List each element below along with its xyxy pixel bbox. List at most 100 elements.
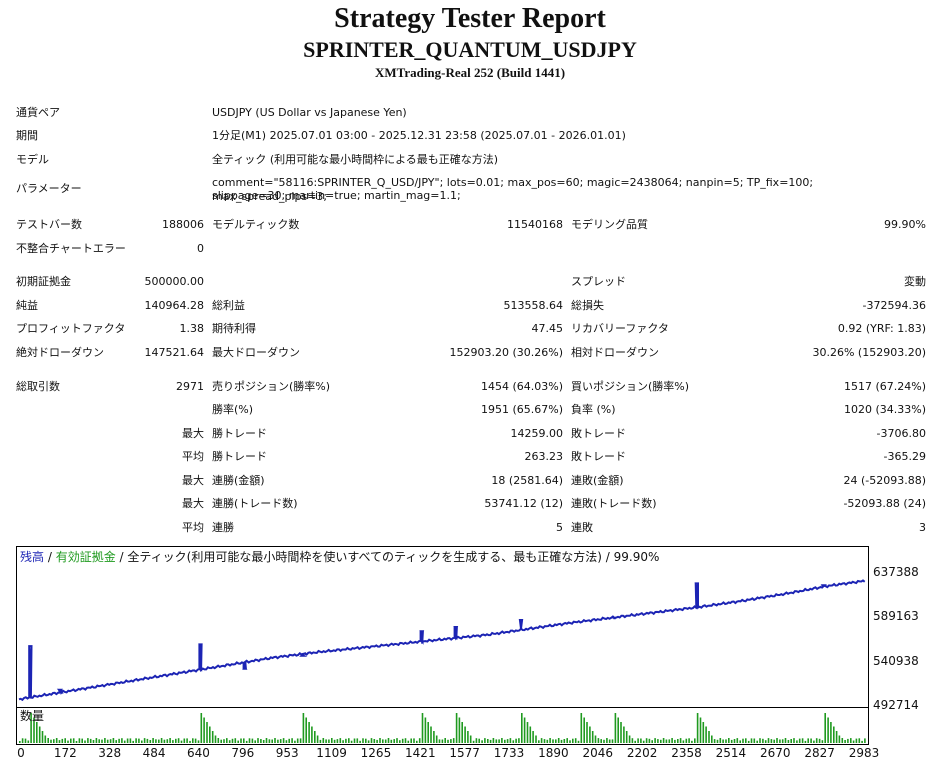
volume-bar [109,739,112,743]
volume-bar [237,740,239,743]
volume-bar [350,740,353,743]
x-tick-label: 1109 [316,746,347,760]
volume-bar [277,739,279,743]
volume-bar [314,731,316,743]
volume-bar [41,731,44,743]
volume-bar [95,738,98,743]
stats-row-avg-consec: 平均 連勝 5 連敗 3 [0,519,940,537]
volume-bar [679,738,682,743]
volume-bar [265,738,268,743]
volume-bar [781,739,784,743]
ticks-label: モデルティック数 [212,218,300,231]
volume-bar [450,739,452,743]
volume-bar [373,739,376,743]
volume-bar [504,739,506,743]
volume-bar [518,738,520,743]
volume-bar [421,713,424,743]
volume-bar [194,738,197,743]
volume-bar [424,717,427,743]
volume-bar [694,738,696,743]
volume-bar [115,740,117,743]
stats-row-profit: 純益 140964.28 総利益 513558.64 総損失 -372594.3… [0,297,940,315]
consec-losses-value: 24 (-52093.88) [843,474,926,487]
volume-bar [279,739,282,743]
volume-bar [44,735,47,743]
consec-wins-value: 18 (2581.64) [491,474,563,487]
volume-bar [158,739,160,743]
volume-bar [648,738,651,743]
volume-bar [382,739,384,743]
avg-loss-label: 敗トレード [571,450,626,463]
volume-bar [606,738,608,743]
rel-dd-value: 30.26% (152903.20) [812,346,926,359]
stats-row-errors: 不整合チャートエラー 0 [0,240,940,258]
win-rate-value: 1951 (65.67%) [480,403,563,416]
volume-bar [489,739,492,743]
x-tick-label: 953 [275,746,299,760]
volume-bar [262,740,265,743]
volume-bar [566,738,568,743]
stats-row-bars: テストバー数 188006 モデルティック数 11540168 モデリング品質 … [0,216,940,234]
volume-bar [390,739,393,743]
volume-bar [129,738,132,743]
volume-bar [850,738,852,743]
volume-bar [764,740,767,743]
quality-label: モデリング品質 [571,218,648,231]
volume-bar [149,740,152,743]
volume-bar [810,738,812,743]
params-line-2: slippage=30; martin=true; martin_mag=1.1… [212,189,461,202]
volume-bar [305,717,307,743]
x-tick-label: 2202 [626,746,658,760]
volume-bar [739,740,741,743]
params-line-1: comment="58116:SPRINTER_Q_USD/JPY"; lots… [212,176,814,203]
volume-bar [464,726,466,743]
volume-bar [294,740,296,743]
server-build: XMTrading-Real 252 (Build 1441) [374,65,566,80]
volume-bar [716,739,719,743]
balance-chart-plot [18,579,866,702]
volume-bar [699,717,702,743]
short-label: 売りポジション(勝率%) [212,380,331,393]
volume-bar [813,740,815,743]
volume-bar [657,739,659,743]
volume-bar [24,738,27,743]
pf-value: 1.38 [179,322,205,335]
volume-bar [407,740,410,743]
bars-value: 188006 [162,218,204,231]
volume-bar [645,738,648,743]
volume-bar [677,739,679,743]
volume-bar [401,738,404,743]
volume-bar [586,722,588,743]
consec-profit-label: 連勝(トレード数) [212,497,298,510]
volume-bar [331,738,333,743]
volume-bar [540,738,543,743]
volume-bar [852,740,855,743]
x-tick-label: 2983 [848,746,880,760]
volume-bar [603,739,605,743]
volume-bar [600,739,602,743]
volume-bar [611,739,614,743]
deposit-value: 500000.00 [144,275,205,288]
volume-bar [815,738,818,743]
volume-bar [308,722,310,743]
volume-bar [733,739,736,743]
volume-bar [192,738,194,743]
x-tick-label: 1733 [493,746,525,760]
x-tick-label: 2046 [582,746,614,760]
volume-bar [577,740,580,743]
volume-bar [796,740,798,743]
volume-bar [180,740,183,743]
volume-panel [16,707,869,745]
volume-bar [833,726,835,743]
volume-bar [438,739,441,743]
volume-bar [410,738,412,743]
volume-bar [844,740,846,743]
avg-win-value: 263.23 [524,450,564,463]
consec-prefix: 最大 [182,474,204,487]
volume-bar [767,738,770,743]
long-value: 1517 (67.24%) [843,380,926,393]
volume-bar [455,713,458,743]
volume-bar [387,738,390,743]
volume-bar [33,717,35,743]
volume-bar [282,738,285,743]
